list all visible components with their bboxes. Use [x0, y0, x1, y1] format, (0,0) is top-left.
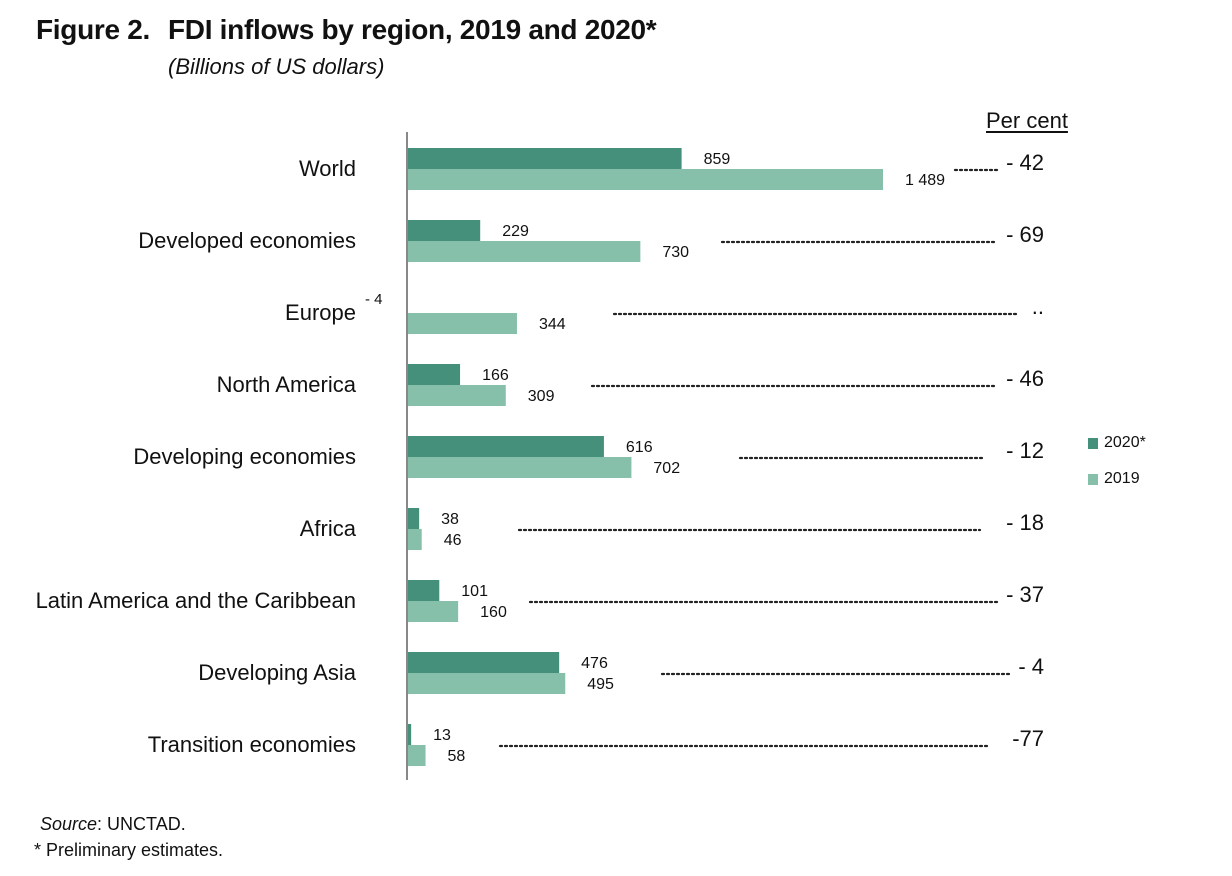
data-label-2019-latin-america-and-the-caribbean: 160 [480, 604, 507, 621]
data-label-2019-transition-economies: 58 [448, 748, 466, 765]
percent-change-developing-economies: - 12 [1006, 438, 1044, 463]
percent-change-transition-economies: -77 [1012, 726, 1044, 751]
legend-item-2020: 2020* [1088, 432, 1146, 454]
figure-title: Figure 2. FDI inflows by region, 2019 and… [36, 14, 657, 46]
bar-2020-latin-america-and-the-caribbean [407, 580, 440, 601]
bar-2019-transition-economies [407, 745, 426, 766]
percent-change-europe: .. [1032, 294, 1044, 319]
percent-change-developing-asia: - 4 [1018, 654, 1044, 679]
legend-swatch-2019 [1088, 473, 1098, 485]
bar-2019-north-america [407, 385, 506, 406]
data-label-2020-africa: 38 [441, 511, 459, 528]
source-text: : UNCTAD. [97, 814, 186, 834]
data-label-2020-north-america: 166 [482, 367, 509, 384]
bar-2020-transition-economies [407, 724, 412, 745]
data-label-2020-europe: - 4 [365, 291, 383, 308]
bar-2020-developing-economies [407, 436, 604, 457]
category-label-developing-asia: Developing Asia [198, 660, 357, 685]
figure-title-text: FDI inflows by region, 2019 and 2020* [168, 14, 657, 45]
bar-2019-africa [407, 529, 422, 550]
bar-2020-africa [407, 508, 420, 529]
data-label-2019-north-america: 309 [528, 388, 555, 405]
figure-subtitle: (Billions of US dollars) [168, 54, 385, 79]
data-label-2019-developing-economies: 702 [653, 460, 680, 477]
category-label-europe: Europe [285, 300, 356, 325]
category-label-transition-economies: Transition economies [148, 732, 356, 757]
legend-label-2020: 2020* [1104, 434, 1146, 451]
legend-item-2019: 2019 [1088, 468, 1146, 490]
legend-swatch-2020 [1088, 437, 1098, 449]
figure-number: Figure 2. [36, 14, 150, 45]
bar-2019-developing-asia [407, 673, 566, 694]
data-label-2020-latin-america-and-the-caribbean: 101 [461, 583, 488, 600]
bar-2020-developed-economies [407, 220, 481, 241]
data-label-2020-developed-economies: 229 [502, 223, 529, 240]
percent-change-latin-america-and-the-caribbean: - 37 [1006, 582, 1044, 607]
percent-change-developed-economies: - 69 [1006, 222, 1044, 247]
bar-2020-north-america [407, 364, 461, 385]
bar-2019-developed-economies [407, 241, 641, 262]
data-label-2019-europe: 344 [539, 316, 566, 333]
category-label-latin-america-and-the-caribbean: Latin America and the Caribbean [36, 588, 356, 613]
legend-label-2019: 2019 [1104, 470, 1140, 487]
bar-2019-europe [407, 313, 517, 334]
data-label-2019-africa: 46 [444, 532, 462, 549]
category-label-developed-economies: Developed economies [138, 228, 356, 253]
category-label-africa: Africa [300, 516, 357, 541]
source-label: Source [40, 814, 98, 834]
source-note: Source: UNCTAD. [40, 814, 186, 835]
category-label-world: World [299, 156, 356, 181]
legend: 2020* 2019 [1088, 432, 1146, 504]
footnote: * Preliminary estimates. [34, 840, 224, 860]
data-label-2020-developing-economies: 616 [626, 439, 653, 456]
percent-change-africa: - 18 [1006, 510, 1044, 535]
data-label-2019-world: 1 489 [905, 172, 945, 189]
bar-2019-developing-economies [407, 457, 632, 478]
data-label-2020-world: 859 [704, 151, 731, 168]
data-label-2019-developing-asia: 495 [587, 676, 614, 693]
percent-change-world: - 42 [1006, 150, 1044, 175]
data-label-2020-developing-asia: 476 [581, 655, 608, 672]
bar-2020-developing-asia [407, 652, 560, 673]
category-label-developing-economies: Developing economies [133, 444, 356, 469]
data-label-2019-developed-economies: 730 [662, 244, 689, 261]
category-label-north-america: North America [217, 372, 357, 397]
data-label-2020-transition-economies: 13 [433, 727, 451, 744]
bar-2019-latin-america-and-the-caribbean [407, 601, 459, 622]
percent-header: Per cent [986, 108, 1068, 133]
bar-2020-world [407, 148, 682, 169]
percent-change-north-america: - 46 [1006, 366, 1044, 391]
bar-2019-world [407, 169, 883, 190]
